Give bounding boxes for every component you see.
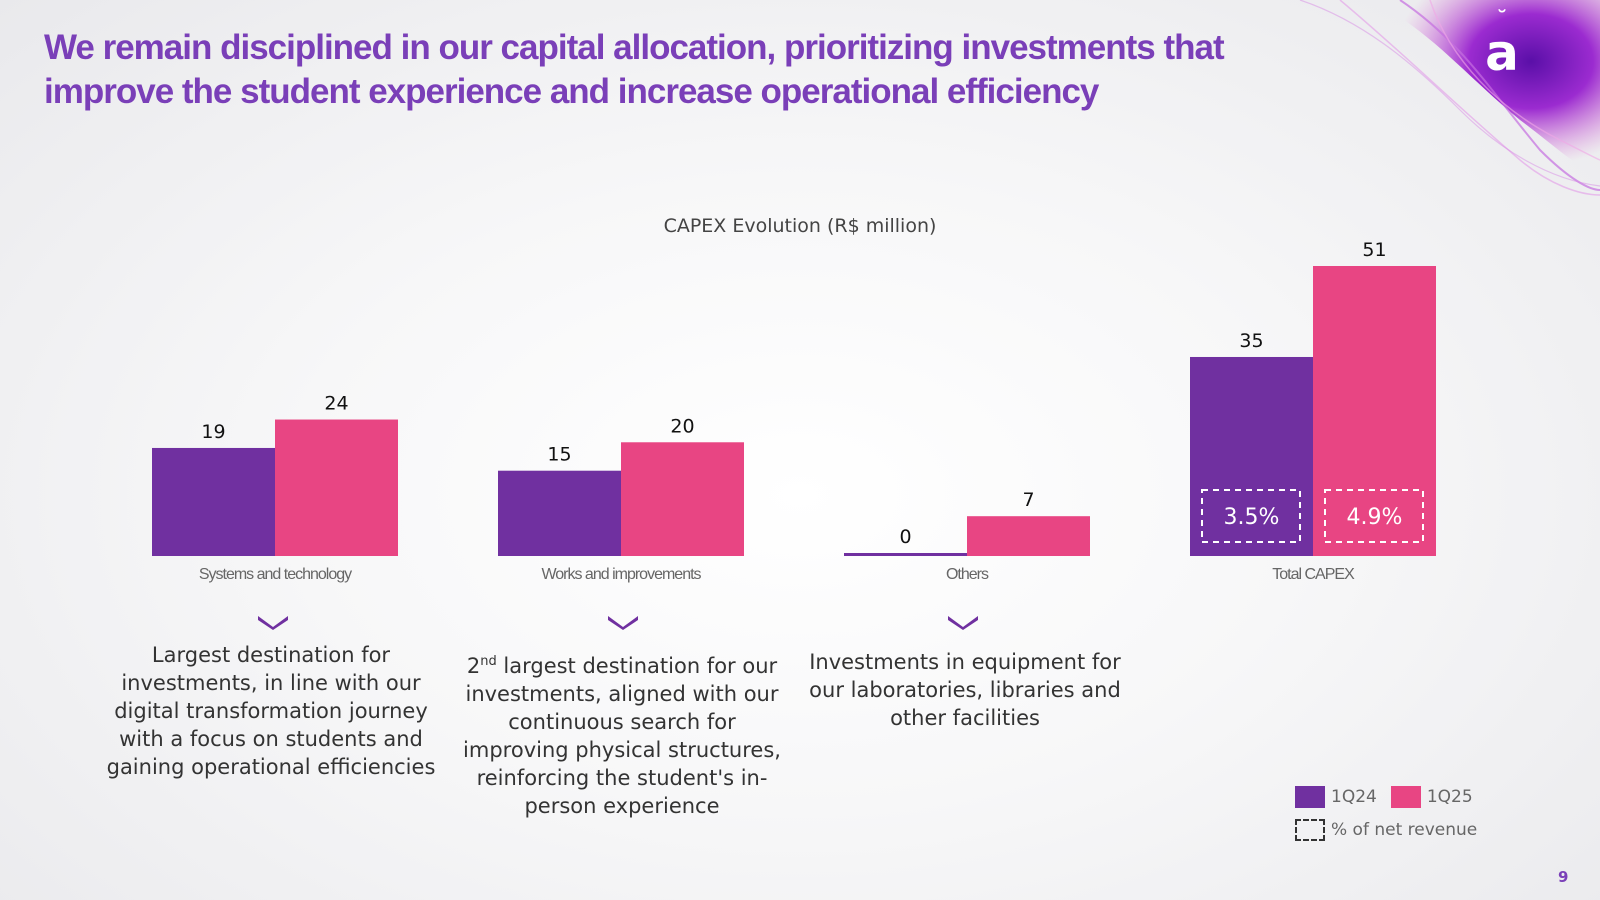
description-systems: Largest destination for investments, in …: [106, 643, 436, 779]
description-works: 2nd largest destination for our investme…: [457, 648, 787, 820]
bar-1q25-2: [967, 516, 1090, 556]
bar-1q24-2: [844, 553, 967, 556]
category-label-0: Systems and technology: [199, 566, 352, 583]
data-label-1q25-3: 51: [1362, 239, 1386, 261]
data-label-1q25-2: 7: [1022, 489, 1034, 511]
decorative-swirl: [1299, 0, 1600, 196]
data-label-1q24-2: 0: [899, 526, 911, 548]
chart-legend: 1Q24 1Q25 % of net revenue: [1295, 785, 1477, 851]
net-revenue-pct-1: 4.9%: [1347, 505, 1403, 530]
description-works-prefix: 2: [466, 654, 481, 678]
net-revenue-box-0: [1201, 489, 1301, 543]
net-revenue-box-1: [1324, 489, 1424, 543]
data-label-1q24-3: 35: [1239, 330, 1263, 352]
category-label-1: Works and improvements: [541, 566, 701, 583]
bar-1q25-3: [1313, 266, 1436, 556]
legend-label-1q25: 1Q25: [1426, 787, 1473, 807]
page-number: 9: [1558, 868, 1569, 886]
data-label-1q24-0: 19: [201, 421, 225, 443]
legend-swatch-1q25: [1390, 786, 1421, 808]
description-works-text: largest destination for our investments,…: [463, 654, 781, 818]
description-others: Investments in equipment for our laborat…: [809, 650, 1121, 730]
page-title: We remain disciplined in our capital all…: [44, 28, 1225, 111]
legend-label-net-revenue: % of net revenue: [1331, 820, 1478, 840]
data-label-1q25-0: 24: [324, 393, 348, 415]
category-label-3: Total CAPEX: [1272, 566, 1355, 583]
chart-title: CAPEX Evolution (R$ million): [663, 215, 937, 237]
data-label-1q25-1: 20: [670, 415, 694, 437]
bar-1q25-1: [621, 442, 744, 556]
chevron-down-icon: [258, 616, 288, 630]
bar-1q24-3: [1190, 356, 1313, 556]
legend-label-1q24: 1Q24: [1331, 787, 1377, 807]
category-label-2: Others: [946, 566, 989, 583]
description-works-superscript: nd: [480, 654, 497, 669]
bar-1q24-1: [498, 470, 621, 556]
chevron-down-icon: [608, 616, 638, 630]
chevron-down-icon: [948, 616, 978, 630]
bar-1q24-0: [152, 447, 275, 556]
data-label-1q24-1: 15: [547, 444, 571, 466]
bar-1q25-0: [275, 419, 398, 556]
legend-swatch-dashed: [1295, 819, 1325, 841]
net-revenue-pct-0: 3.5%: [1224, 505, 1280, 530]
legend-swatch-1q24: [1295, 786, 1325, 808]
brand-logo-a-icon: ˘ a: [1485, 8, 1519, 82]
